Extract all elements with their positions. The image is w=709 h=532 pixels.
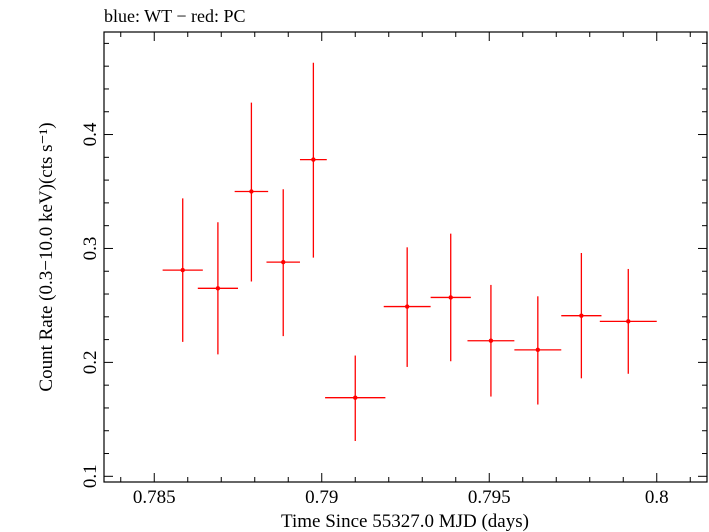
data-point xyxy=(162,198,203,342)
data-marker xyxy=(353,395,358,400)
data-points xyxy=(162,62,657,441)
data-marker xyxy=(281,259,286,265)
x-tick-label: 0.8 xyxy=(645,487,669,508)
y-tick-label: 0.4 xyxy=(80,122,101,146)
data-marker xyxy=(448,295,453,300)
y-tick-label: 0.3 xyxy=(80,237,101,261)
y-tick-label: 0.2 xyxy=(80,351,101,375)
data-point xyxy=(599,268,657,374)
data-marker xyxy=(180,267,185,273)
data-marker xyxy=(249,189,254,194)
data-marker xyxy=(311,157,316,162)
x-axis-title: Time Since 55327.0 MJD (days) xyxy=(281,511,529,532)
data-marker xyxy=(215,286,221,291)
data-point xyxy=(430,233,471,362)
data-point xyxy=(325,355,386,441)
data-point xyxy=(514,296,562,405)
y-axis-title: Count Rate (0.3−10.0 keV)(cts s⁻¹) xyxy=(36,122,57,391)
data-marker xyxy=(535,347,541,353)
chart-title: blue: WT − red: PC xyxy=(104,6,245,26)
x-tick-label: 0.785 xyxy=(133,487,176,508)
data-marker xyxy=(626,319,631,324)
data-point xyxy=(197,222,238,355)
y-tick-label: 0.1 xyxy=(80,464,101,488)
data-point xyxy=(561,253,602,379)
data-point xyxy=(383,247,431,367)
data-marker xyxy=(488,338,494,343)
data-marker xyxy=(579,313,584,318)
x-tick-label: 0.79 xyxy=(305,487,338,508)
axis-ticks xyxy=(104,32,707,482)
data-point xyxy=(299,62,327,258)
data-point xyxy=(266,189,300,337)
data-point xyxy=(467,284,515,397)
x-tick-label: 0.795 xyxy=(468,487,511,508)
plot-frame xyxy=(103,31,708,483)
data-point xyxy=(234,102,269,282)
axis-tick-labels: 0.785 0.79 0.795 0.8 0.1 0.2 0.3 0.4 xyxy=(80,122,669,508)
data-marker xyxy=(404,304,410,309)
